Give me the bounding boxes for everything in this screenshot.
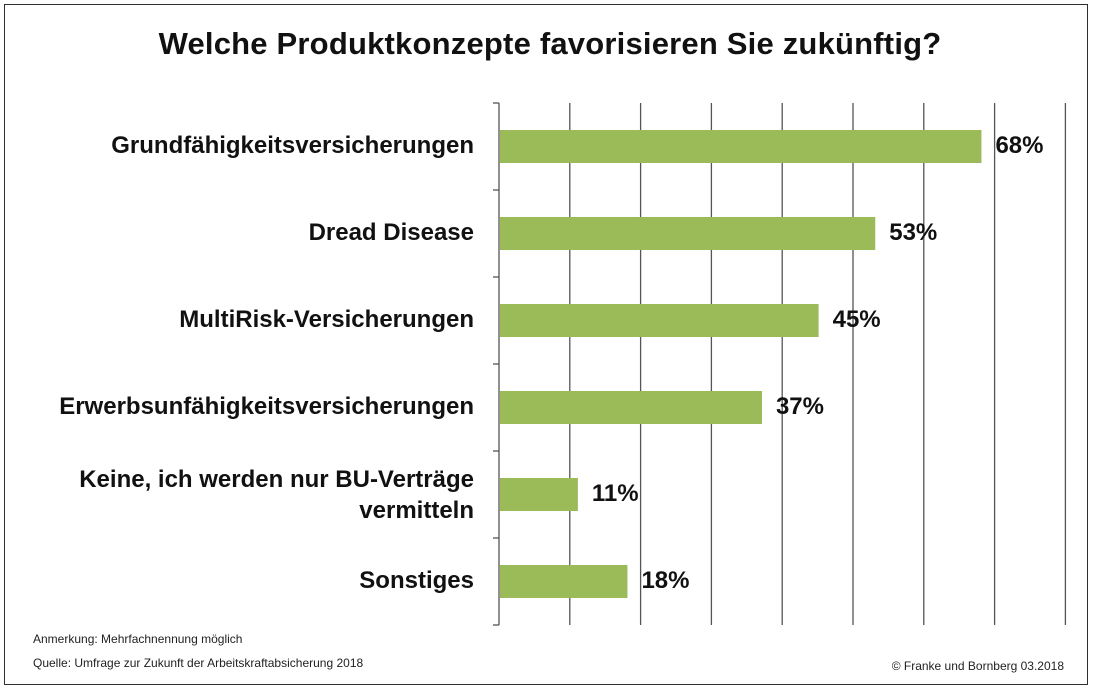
value-label-5: 11%: [592, 480, 639, 507]
value-label-6: 18%: [641, 567, 689, 594]
remark-note: Anmerkung: Mehrfachnennung möglich: [33, 632, 243, 646]
bar-3: [500, 304, 819, 337]
value-label-3: 45%: [833, 306, 881, 333]
bar-5: [500, 478, 578, 511]
category-label-5: Keine, ich werden nur BU-Verträge vermitt…: [79, 466, 474, 524]
bar-4: [500, 391, 762, 424]
category-label-2: Dread Disease: [309, 219, 474, 246]
value-label-1: 68%: [995, 132, 1043, 159]
category-label-1: Grundfähigkeitsversicherungen: [111, 132, 474, 159]
source-note: Quelle: Umfrage zur Zukunft der Arbeitsk…: [33, 656, 364, 670]
chart-frame: [4, 4, 1088, 685]
copyright-note: © Franke und Bornberg 03.2018: [891, 659, 1064, 673]
value-label-2: 53%: [889, 219, 937, 246]
bar-2: [500, 217, 876, 250]
category-label-3: MultiRisk-Versicherungen: [179, 306, 474, 333]
category-label-4: Erwerbsunfähigkeitsversicherungen: [59, 393, 474, 420]
chart-title: Welche Produktkonzepte favorisieren Sie …: [158, 26, 942, 61]
value-label-4: 37%: [776, 393, 824, 420]
category-label-6: Sonstiges: [359, 567, 474, 594]
bar-6: [500, 565, 628, 598]
bar-1: [500, 130, 982, 163]
